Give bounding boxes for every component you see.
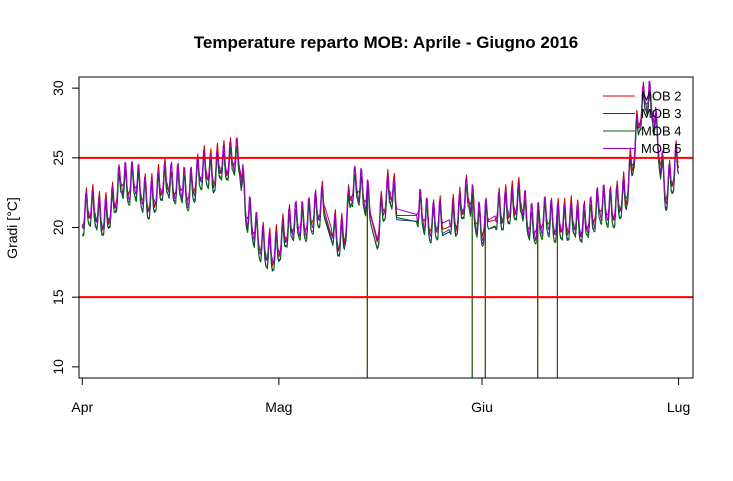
y-tick-label-10: 10 [50, 359, 66, 375]
legend-label-mob-3: MOB 3 [641, 106, 681, 121]
plot-frame [78, 76, 694, 379]
reference-lines [79, 156, 693, 299]
series-layer [81, 80, 680, 378]
x-tick-label-giu: Giu [471, 399, 493, 415]
axes: 10 15 20 25 30 Apr Mag Giu Lug [50, 76, 694, 415]
series-line-mob-4 [81, 89, 679, 378]
y-tick-label-25: 25 [50, 150, 66, 166]
x-tick-label-mag: Mag [265, 399, 292, 415]
y-tick-label-30: 30 [50, 80, 66, 96]
legend: MOB 2 MOB 3 MOB 4 MOB 5 [603, 89, 681, 156]
series-line-mob-5 [81, 80, 679, 264]
y-tick-label-15: 15 [50, 289, 66, 305]
series-line-mob-2 [81, 81, 680, 378]
y-tick-label-20: 20 [50, 220, 66, 236]
y-axis-label: Gradi [°C] [4, 197, 20, 259]
chart-title: Temperature reparto MOB: Aprile - Giugno… [194, 33, 578, 52]
legend-label-mob-2: MOB 2 [641, 89, 681, 104]
x-tick-label-lug: Lug [667, 399, 690, 415]
legend-label-mob-5: MOB 5 [641, 141, 681, 156]
legend-label-mob-4: MOB 4 [641, 124, 681, 139]
x-tick-label-apr: Apr [71, 399, 93, 415]
